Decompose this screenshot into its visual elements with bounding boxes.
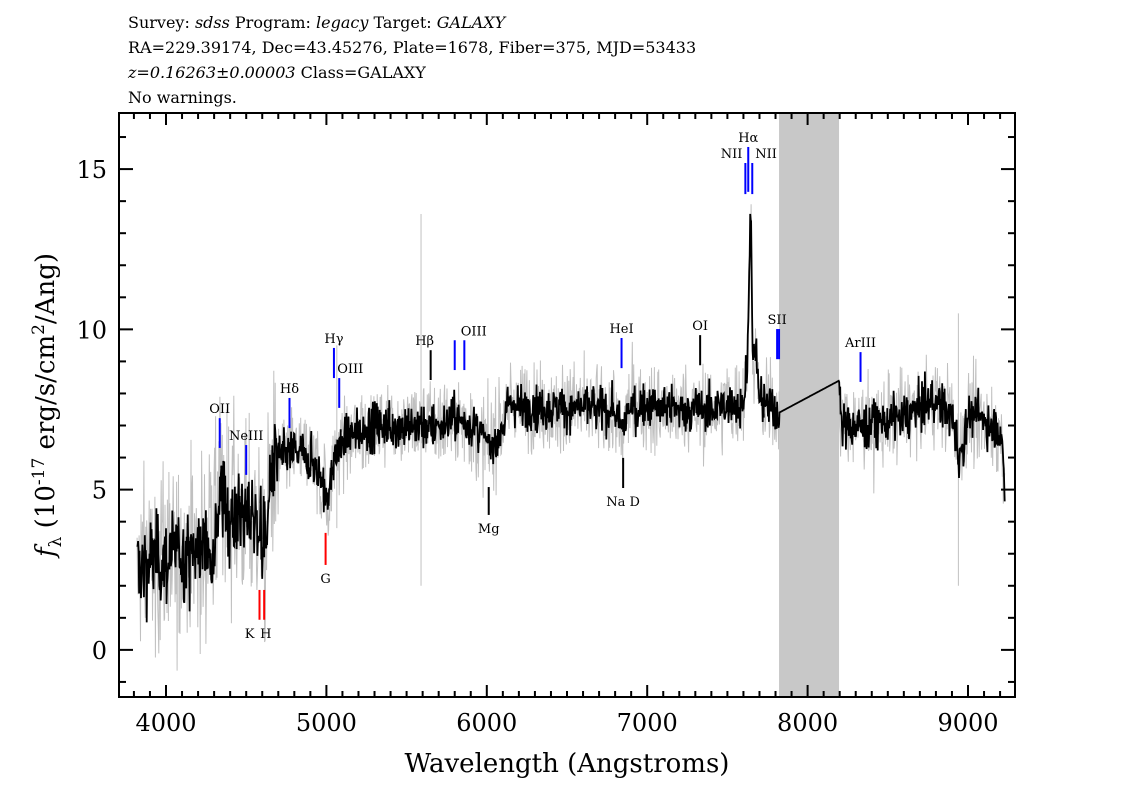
line-label: HeI xyxy=(609,322,633,337)
line-label: Hδ xyxy=(280,382,299,397)
survey-label: Survey: xyxy=(128,13,195,32)
y-tick-label: 15 xyxy=(76,156,107,184)
redshift-value: z=0.16263±0.00003 xyxy=(128,63,296,82)
line-label: Na D xyxy=(606,495,640,510)
line-label: OIII xyxy=(461,324,487,339)
line-label: SII xyxy=(768,313,787,328)
x-axis-label: Wavelength (Angstroms) xyxy=(405,749,730,779)
x-tick-label: 8000 xyxy=(777,709,838,737)
line-label: NII xyxy=(721,147,743,162)
header-line-survey: Survey: sdss Program: legacy Target: GAL… xyxy=(128,12,505,33)
header-line-redshift: z=0.16263±0.00003 Class=GALAXY xyxy=(128,62,426,83)
x-tick-label: 5000 xyxy=(296,709,357,737)
line-label: Hα xyxy=(738,131,758,146)
y-tick-label: 0 xyxy=(92,637,107,665)
line-label: OI xyxy=(692,319,708,334)
y-axis-label: fλ (10-17 erg/s/cm2/Ang) xyxy=(29,253,66,559)
class-value: Class=GALAXY xyxy=(295,63,426,82)
line-label: H xyxy=(260,627,271,642)
x-tick-label: 6000 xyxy=(456,709,517,737)
survey-value: sdss xyxy=(194,13,230,32)
line-label: Hγ xyxy=(324,332,343,347)
line-label: NeIII xyxy=(229,429,263,444)
target-label: Target: xyxy=(368,13,437,32)
x-tick-label: 4000 xyxy=(135,709,196,737)
line-label: Mg xyxy=(478,522,500,537)
line-label: K xyxy=(245,627,255,642)
line-label: OIII xyxy=(337,362,363,377)
line-label: OII xyxy=(209,402,230,417)
flux-spectrum xyxy=(136,213,1006,623)
program-label: Program: xyxy=(229,13,317,32)
line-label: Hβ xyxy=(415,334,434,349)
line-label: ArIII xyxy=(844,336,876,351)
header-line-warnings: No warnings. xyxy=(128,88,237,107)
target-value: GALAXY xyxy=(436,13,506,32)
x-tick-label: 9000 xyxy=(937,709,998,737)
line-label: G xyxy=(320,572,330,587)
program-value: legacy xyxy=(316,13,369,32)
x-tick-label: 7000 xyxy=(617,709,678,737)
masked-region xyxy=(779,113,840,697)
header-line-coords: RA=229.39174, Dec=43.45276, Plate=1678, … xyxy=(128,38,697,57)
y-tick-label: 10 xyxy=(76,316,107,344)
y-tick-label: 5 xyxy=(92,477,107,505)
line-label: NII xyxy=(755,147,777,162)
